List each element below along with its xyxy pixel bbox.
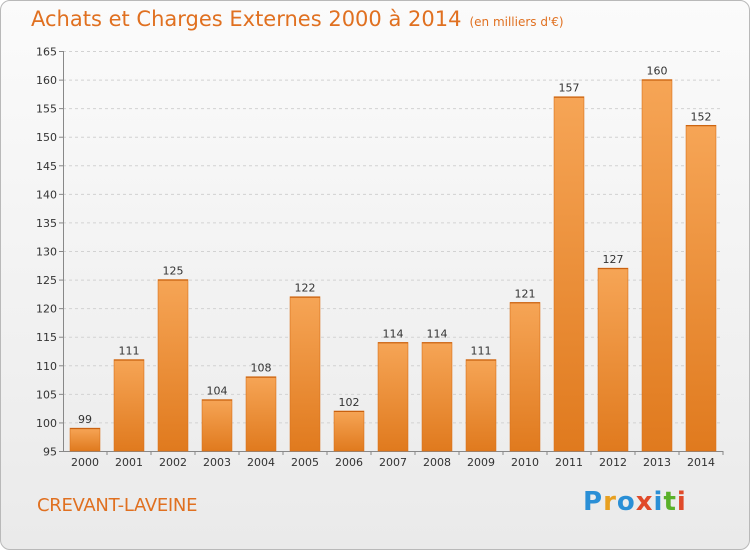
- y-tick-label: 125: [36, 274, 57, 287]
- value-label: 160: [647, 65, 668, 78]
- bar-2006: [333, 410, 365, 452]
- y-tick-label: 105: [36, 388, 57, 401]
- value-label: 99: [78, 413, 92, 426]
- y-tick-label: 145: [36, 160, 57, 173]
- bar-2012: [597, 267, 629, 452]
- bar-2005: [289, 296, 321, 452]
- value-label: 125: [163, 265, 184, 278]
- y-tick-label: 155: [36, 103, 57, 116]
- logo-letter: r: [603, 487, 617, 517]
- value-label: 114: [383, 327, 404, 340]
- x-tick-label: 2006: [335, 456, 363, 469]
- logo-letter: P: [583, 487, 604, 517]
- x-tick-label: 2000: [71, 456, 99, 469]
- label-layer: 99 2000 111 2001 125 2002 104 2003 108 2004 122 200…: [71, 65, 715, 469]
- y-tick-label: 150: [36, 131, 57, 144]
- x-tick-label: 2013: [643, 456, 671, 469]
- x-tick-label: 2009: [467, 456, 495, 469]
- x-tick-label: 2005: [291, 456, 319, 469]
- bar-2002: [157, 279, 189, 452]
- value-label: 102: [339, 396, 360, 409]
- value-label: 108: [251, 362, 272, 375]
- bar-2010: [509, 302, 541, 452]
- y-tick-label: 140: [36, 188, 57, 201]
- chart-subtitle: (en milliers d'€): [469, 15, 564, 29]
- logo-letter: i: [676, 487, 687, 517]
- proxiti-logo[interactable]: Proxiti: [583, 487, 687, 517]
- x-tick-label: 2010: [511, 456, 539, 469]
- bar-2014: [685, 124, 717, 452]
- bar-2009: [465, 359, 497, 452]
- axis-layer: 95 100 105 110 115 120 125 130 135 140 145 150 155 16…: [36, 46, 724, 459]
- y-tick-label: 100: [36, 417, 57, 430]
- x-tick-label: 2007: [379, 456, 407, 469]
- logo-letter: t: [663, 487, 677, 517]
- x-tick-label: 2001: [115, 456, 143, 469]
- value-label: 152: [691, 110, 712, 123]
- chart-title: Achats et Charges Externes 2000 à 2014 (e…: [31, 7, 564, 31]
- y-tick-label: 115: [36, 331, 57, 344]
- y-tick-label: 130: [36, 246, 57, 259]
- y-tick-label: 135: [36, 217, 57, 230]
- bar-layer: [69, 79, 717, 452]
- x-tick-label: 2002: [159, 456, 187, 469]
- logo-letter: o: [616, 487, 636, 517]
- y-tick-label: 160: [36, 74, 57, 87]
- bar-2013: [641, 79, 673, 452]
- logo-letter: i: [653, 487, 664, 517]
- x-tick-label: 2008: [423, 456, 451, 469]
- bar-2007: [377, 342, 409, 452]
- commune-name: CREVANT-LAVEINE: [37, 495, 198, 516]
- x-tick-label: 2004: [247, 456, 275, 469]
- value-label: 127: [603, 253, 624, 266]
- y-tick-label: 165: [36, 46, 57, 59]
- bar-2011: [553, 96, 585, 452]
- logo-letter: x: [635, 487, 654, 517]
- bar-2003: [201, 399, 233, 452]
- y-tick-label: 110: [36, 360, 57, 373]
- value-label: 111: [471, 345, 492, 358]
- value-label: 104: [207, 385, 228, 398]
- bar-2004: [245, 376, 277, 452]
- y-tick-label: 120: [36, 303, 57, 316]
- y-tick-label: 95: [43, 446, 57, 459]
- chart-title-text: Achats et Charges Externes 2000 à 2014: [31, 7, 462, 31]
- x-tick-label: 2003: [203, 456, 231, 469]
- value-label: 157: [559, 82, 580, 95]
- value-label: 121: [515, 287, 536, 300]
- bar-2008: [421, 342, 453, 452]
- value-label: 111: [119, 345, 140, 358]
- bar-2001: [113, 359, 145, 452]
- bar-2000: [69, 427, 101, 452]
- value-label: 114: [427, 327, 448, 340]
- value-label: 122: [295, 282, 316, 295]
- x-tick-label: 2011: [555, 456, 583, 469]
- x-tick-label: 2014: [687, 456, 715, 469]
- x-tick-label: 2012: [599, 456, 627, 469]
